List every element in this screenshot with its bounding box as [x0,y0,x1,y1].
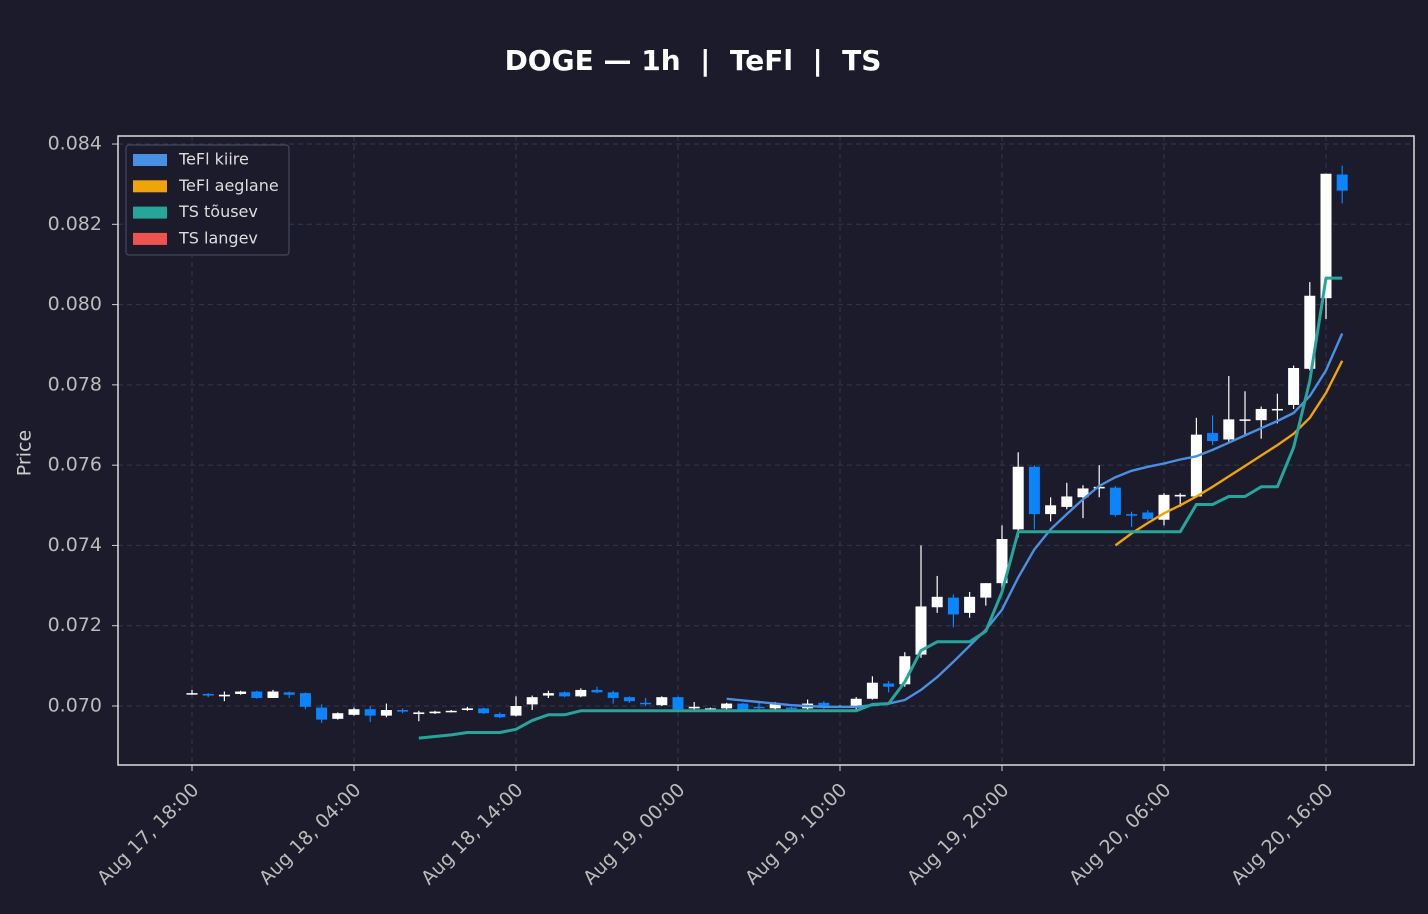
y-tick-label: 0.084 [48,133,102,155]
candle-body [1045,505,1057,515]
legend-label: TeFl kiire [178,150,249,169]
candle-body [510,705,522,716]
legend-label: TS langev [178,228,258,247]
candle-body [883,683,895,687]
candle-body [672,697,684,710]
candle-body [380,710,392,716]
candle-body [769,703,781,709]
candle-body [218,694,230,697]
legend-label: TeFl aeglane [178,176,279,195]
candle-body [818,702,830,708]
candle-body [267,691,279,698]
candle-body [445,710,457,713]
y-tick-label: 0.078 [48,373,102,395]
y-tick-label: 0.082 [48,213,102,235]
legend-swatch [133,206,167,219]
candle-body [866,682,878,699]
legend-swatch [133,232,167,245]
candle-body [575,689,587,697]
candle-body [850,698,862,708]
y-tick-label: 0.072 [48,614,102,636]
legend-swatch [133,154,167,166]
candle-body [1142,512,1154,519]
y-axis-label: Price [14,430,36,476]
y-tick-label: 0.074 [48,534,102,556]
candle-body [931,596,943,608]
candle-body [1158,494,1170,520]
candle-body [1271,408,1283,411]
candle-body [251,691,263,698]
candle-body [640,702,652,705]
candle-body [1190,434,1202,497]
candle-body [316,707,328,720]
candle-body [704,708,716,710]
candle-body [1028,466,1040,515]
candle-body [899,656,911,685]
candle-body [1207,433,1219,442]
candle-body [1061,496,1073,507]
candle-body [283,692,295,695]
candle-body [1304,295,1316,369]
candle-body [235,691,247,694]
candle-body [1223,419,1235,440]
indicator-line [418,276,1343,740]
candle-body [429,711,441,714]
candle-body [202,693,214,696]
candle-body [947,597,959,615]
candle-body [1126,514,1138,516]
candle-body [607,692,619,698]
candle-body [542,693,554,696]
candle-body [186,693,198,695]
candle-body [559,692,571,697]
y-tick-label: 0.070 [48,694,102,716]
candle-body [753,706,765,709]
candle-body [785,707,797,710]
indicator-line [726,333,1344,708]
candle-body [1109,487,1121,515]
candle-body [1093,486,1105,489]
chart-title: DOGE — 1h | TeFl | TS [505,44,882,77]
candle-body [1077,488,1089,498]
candle-body [1288,368,1300,405]
candle-body [1336,174,1348,191]
candle-body [348,709,360,715]
candle-body [1320,173,1332,299]
candle-body [478,708,490,714]
candle-body [688,706,700,709]
y-tick-label: 0.076 [48,454,102,476]
candle-body [1255,408,1267,421]
y-tick-label: 0.080 [48,293,102,315]
candle-body [721,703,733,709]
candle-body [737,703,749,711]
candle-body [397,710,409,712]
candle-body [1239,419,1251,421]
candle-body [494,714,506,718]
legend-box [125,144,290,256]
candle-body [1012,466,1024,530]
candle-body [915,606,927,655]
candle-body [623,697,635,702]
candle-body [591,689,603,693]
candle-body [964,596,976,613]
candle-body [996,539,1008,584]
candle-body [1174,494,1186,497]
legend-swatch [133,180,167,193]
candle-body [461,708,473,711]
candle-body [980,583,992,598]
indicator-line [1114,360,1344,547]
legend-label: TS tõusev [178,202,258,221]
candle-body [364,709,376,716]
candle-body [413,712,425,715]
candle-body [332,713,344,719]
plot-frame [117,135,1415,766]
candle-body [526,697,538,705]
candle-body [656,697,668,706]
candle-body [299,693,311,707]
